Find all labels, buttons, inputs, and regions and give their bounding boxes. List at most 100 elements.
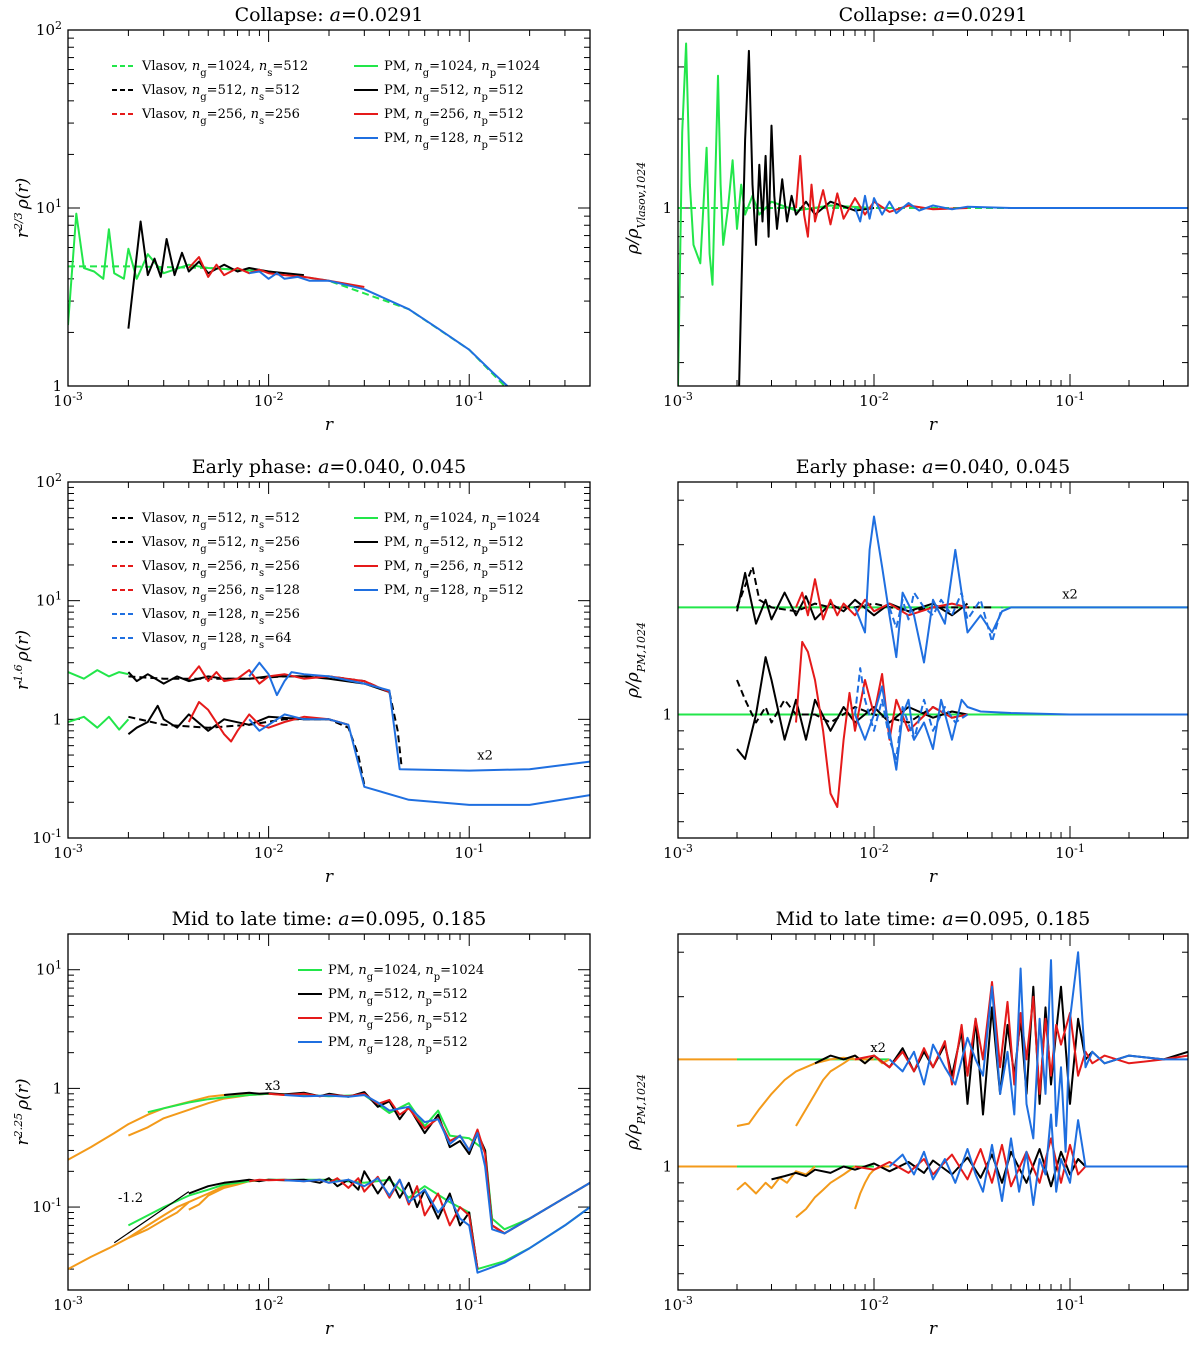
- legend: Vlasov, ng=1024, ns=512 Vlasov, ng=512, n…: [112, 59, 540, 151]
- plot-frame: [67, 29, 591, 387]
- x-tick-label: 10-3: [663, 390, 693, 411]
- panel-p5: Mid to late time: a=0.095, 0.185 10-3 10-2…: [12, 908, 591, 1339]
- series-line-orange-lower-c: [854, 1165, 890, 1210]
- series-line-pm-ng-256-upper: [854, 981, 1188, 1095]
- series-line-pm-ng-256-lower: [187, 701, 349, 743]
- panel-p1: Collapse: a=0.0291 10-3 10-2 10-1 1 101 102 r r2…: [12, 4, 591, 435]
- series-line-orange-upper-a: [68, 1092, 269, 1161]
- x-tick-label: 10-2: [859, 842, 889, 863]
- legend-label: Vlasov, ng=256, ns=256: [141, 559, 300, 579]
- y-tick-label: 1: [52, 710, 62, 728]
- panel-p4: Early phase: a=0.040, 0.045 10-3 10-2 10-1 1…: [623, 456, 1189, 887]
- series-line-pm-ng-128-np-512: [249, 270, 509, 386]
- series-line-pm-ng-128-lower: [888, 1113, 1188, 1206]
- x-axis-label: r: [929, 415, 938, 435]
- x-tick-label: 10-2: [254, 1294, 284, 1315]
- x-tick-label: 10-3: [53, 1294, 83, 1315]
- y-tick-label: 10-1: [32, 827, 62, 848]
- x-axis-label: r: [325, 1319, 334, 1339]
- y-axis-label: ρ/ρPM,1024: [623, 1074, 648, 1151]
- series-line-pm-ng-128-upper: [854, 515, 1188, 664]
- panel-title: Mid to late time: a=0.095, 0.185: [172, 908, 487, 930]
- legend-label: Vlasov, ng=128, ns=256: [141, 607, 300, 627]
- legend-label: PM, ng=128, np=512: [384, 583, 524, 603]
- legend-label: PM, ng=1024, np=1024: [328, 963, 484, 983]
- series-line-pm-ng-128-lower: [854, 685, 1188, 771]
- y-tick-label: 1: [662, 706, 672, 724]
- series-line-vlasov-lower: [736, 679, 968, 724]
- x-axis-label: r: [929, 867, 938, 887]
- series-line-pm-ng-512-upper: [224, 1091, 590, 1235]
- y-axis-label: r1.6ρ(r): [12, 630, 34, 690]
- x-tick-label: 10-1: [1055, 842, 1085, 863]
- annotation-label: x2: [477, 748, 493, 763]
- series-line-pm-ng-512-lower: [771, 1148, 1087, 1188]
- x-tick-label: 10-2: [859, 390, 889, 411]
- y-tick-label: 10-1: [32, 1196, 62, 1217]
- series-line-vlasov-lower: [128, 715, 366, 786]
- series-line-pm-ng-512-lower: [736, 656, 968, 760]
- legend-label: Vlasov, ng=128, ns=64: [141, 631, 292, 651]
- annotation-label: x2: [870, 1041, 886, 1056]
- panel-title: Collapse: a=0.0291: [839, 4, 1028, 26]
- panel-p6: Mid to late time: a=0.095, 0.185 10-3 10-2…: [623, 908, 1189, 1339]
- y-tick-label: 1: [52, 1079, 62, 1097]
- y-axis-label: ρ/ρVlasov,1024: [623, 162, 648, 255]
- y-tick-label: 101: [36, 589, 62, 610]
- panel-title: Collapse: a=0.0291: [235, 4, 424, 26]
- x-tick-label: 10-3: [663, 842, 693, 863]
- panel-title: Early phase: a=0.040, 0.045: [796, 456, 1070, 478]
- legend-label: PM, ng=512, np=512: [328, 987, 468, 1007]
- panel-title: Early phase: a=0.040, 0.045: [192, 456, 466, 478]
- series-line-pm-ng-128-lower: [248, 713, 590, 806]
- y-axis-label: r2/3ρ(r): [12, 178, 34, 238]
- series-line-pm-ng-256-np-512: [795, 154, 968, 238]
- series-line-pm-ng-256-lower: [854, 1137, 1087, 1188]
- x-tick-label: 10-1: [1055, 1294, 1085, 1315]
- legend: PM, ng=1024, np=1024 PM, ng=512, np=512 PM…: [298, 963, 484, 1055]
- y-tick-label: 101: [36, 958, 62, 979]
- legend-label: Vlasov, ng=1024, ns=512: [141, 59, 308, 79]
- plot-frame: [67, 481, 591, 839]
- x-tick-label: 10-1: [454, 390, 484, 411]
- slope-reference-line: [113, 1191, 190, 1244]
- series-line-orange-lower-a: [736, 1165, 816, 1195]
- x-axis-label: r: [325, 867, 334, 887]
- series-line-pm-ng-128-upper: [888, 951, 1188, 1153]
- legend-label: PM, ng=1024, np=1024: [384, 511, 540, 531]
- series-line-pm-ng-128-upper: [248, 661, 590, 772]
- legend-label: Vlasov, ng=512, ns=512: [141, 83, 300, 103]
- x-tick-label: 10-3: [53, 390, 83, 411]
- panel-p2: Collapse: a=0.0291 10-3 10-2 10-1 1 r ρ/ρVlaso…: [623, 4, 1189, 435]
- x-axis-label: r: [325, 415, 334, 435]
- series-line-pm-ng-512-upper: [736, 571, 969, 625]
- series-line-pm-ng-1024-upper: [147, 1092, 590, 1231]
- annotation-label: -1.2: [118, 1191, 143, 1206]
- series-line-orange-upper-a: [736, 1056, 874, 1127]
- x-tick-label: 10-1: [454, 1294, 484, 1315]
- x-tick-label: 10-2: [254, 390, 284, 411]
- y-tick-label: 1: [662, 199, 672, 217]
- legend-label: PM, ng=128, np=512: [384, 131, 524, 151]
- x-tick-label: 10-3: [53, 842, 83, 863]
- y-axis-label: ρ/ρPM,1024: [623, 622, 648, 699]
- series-line-pm-ng-512-np-512: [738, 49, 875, 386]
- series-line-pm-ng-256-lower: [249, 1175, 479, 1270]
- legend-label: PM, ng=1024, np=1024: [384, 59, 540, 79]
- series-line-pm-ng-128-lower: [284, 1177, 590, 1274]
- legend-label: Vlasov, ng=256, ns=256: [141, 107, 300, 127]
- x-tick-label: 10-2: [859, 1294, 889, 1315]
- legend-label: PM, ng=256, np=512: [384, 107, 524, 127]
- legend-label: PM, ng=128, np=512: [328, 1035, 468, 1055]
- plot-frame: [677, 481, 1189, 839]
- legend-label: Vlasov, ng=512, ns=512: [141, 511, 300, 531]
- legend-label: PM, ng=512, np=512: [384, 535, 524, 555]
- series-line-pm-ng-1024-lower: [68, 715, 130, 731]
- series-line-orange-lower-a: [68, 1201, 190, 1270]
- x-tick-label: 10-3: [663, 1294, 693, 1315]
- series-line-orange-lower-b: [795, 1165, 856, 1219]
- series-line-pm-ng-1024-upper: [68, 669, 129, 680]
- x-axis-label: r: [929, 1319, 938, 1339]
- panel-title: Mid to late time: a=0.095, 0.185: [776, 908, 1091, 930]
